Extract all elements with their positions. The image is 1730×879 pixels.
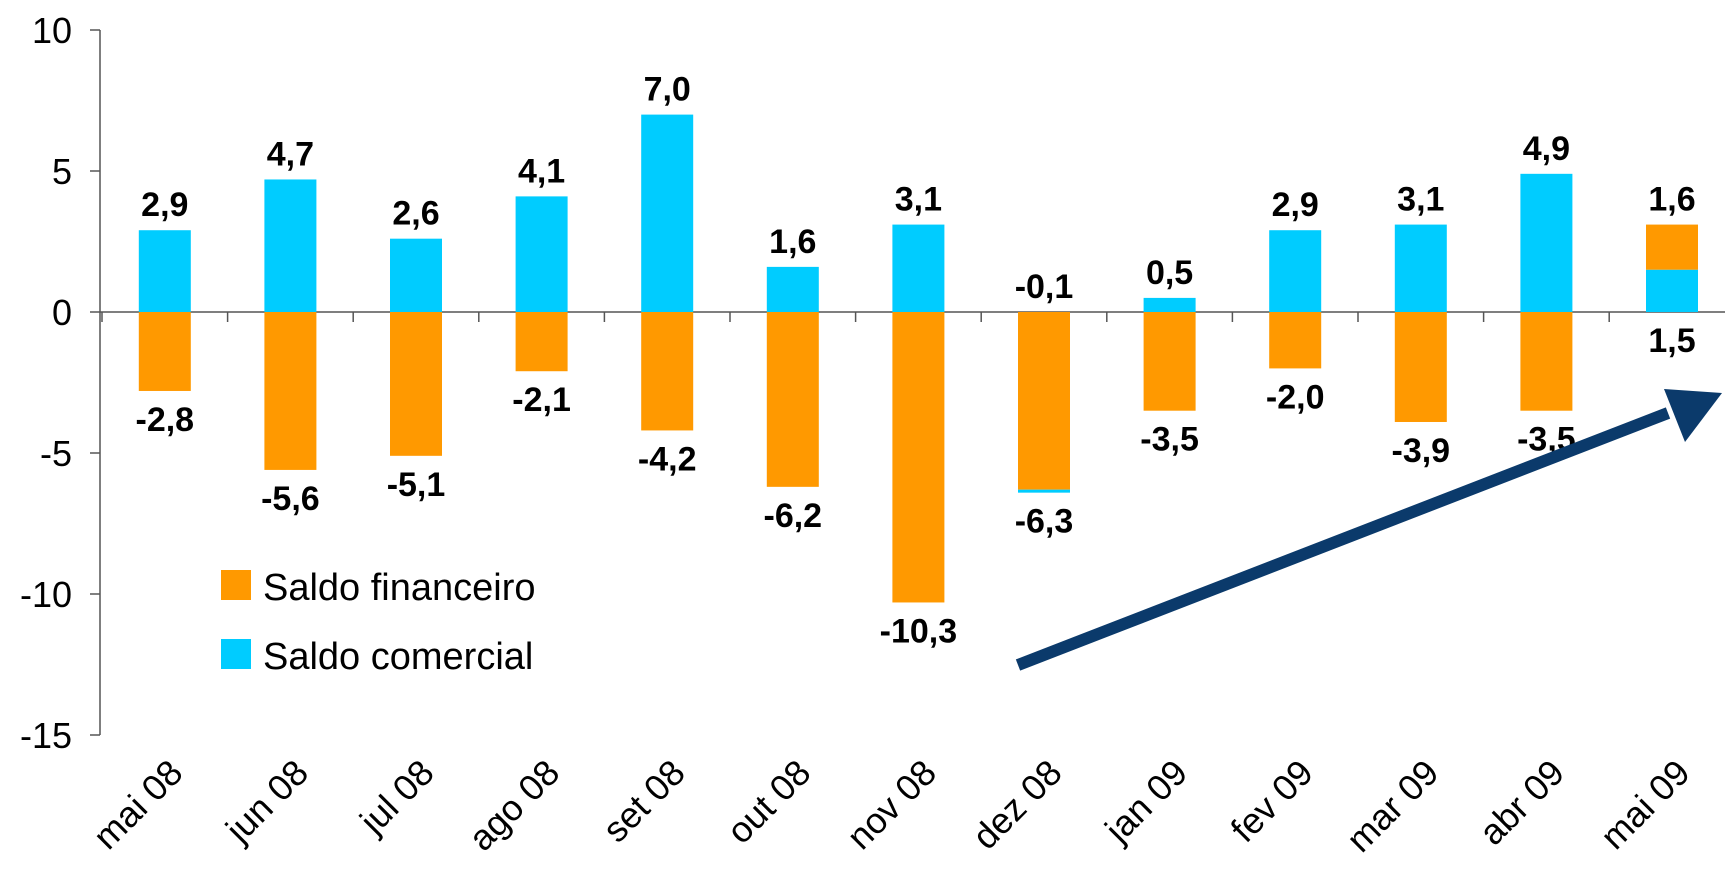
bar-saldo-financeiro <box>892 312 945 603</box>
data-label-saldo-comercial: 4,1 <box>518 152 565 190</box>
bar-saldo-comercial <box>1269 230 1322 312</box>
bar-saldo-comercial <box>264 179 317 312</box>
bar-saldo-financeiro <box>264 312 317 470</box>
data-labels: 2,9 -2,8 4,7 -5,6 2,6 -5,1 4,1 -2,1 7,0 -4,2 1,6 -6… <box>136 71 1696 651</box>
trend-arrow-head <box>1664 389 1722 442</box>
bar-saldo-comercial <box>1520 173 1573 312</box>
data-label-saldo-financeiro: -6,3 <box>1015 502 1074 540</box>
data-label-saldo-comercial: 1,6 <box>769 223 816 261</box>
data-label-saldo-financeiro: -10,3 <box>880 612 958 650</box>
bar-saldo-financeiro <box>390 312 442 456</box>
x-tick-label: mai 09 <box>1592 752 1697 857</box>
trend-arrow-shaft <box>1015 407 1671 671</box>
bar-saldo-financeiro <box>1018 312 1070 490</box>
bar-saldo-comercial <box>138 230 191 312</box>
x-tick-label: ago 08 <box>460 752 567 859</box>
data-label-saldo-financeiro: 1,6 <box>1648 181 1695 219</box>
bar-saldo-comercial <box>1646 269 1698 312</box>
x-tick-label: out 08 <box>719 752 819 852</box>
data-label-saldo-financeiro: -3,9 <box>1392 432 1451 470</box>
x-tick-label: set 08 <box>595 752 693 850</box>
legend-label: Saldo comercial <box>263 636 533 678</box>
x-tick-label: dez 08 <box>964 752 1069 857</box>
data-label-saldo-comercial: -0,1 <box>1015 268 1074 306</box>
trend-arrow <box>1015 389 1722 671</box>
chart-legend: Saldo financeiro Saldo comercial <box>221 567 536 678</box>
data-label-saldo-financeiro: -5,1 <box>387 466 446 504</box>
bar-saldo-comercial <box>1143 297 1196 312</box>
data-label-saldo-financeiro: -4,2 <box>638 440 697 478</box>
x-tick-label: mar 09 <box>1338 752 1446 860</box>
data-label-saldo-financeiro: -6,2 <box>764 497 823 535</box>
bar-saldo-financeiro <box>1269 312 1322 369</box>
x-tick-label: fev 09 <box>1223 752 1321 850</box>
data-label-saldo-comercial: 4,9 <box>1523 130 1570 168</box>
data-label-saldo-comercial: 7,0 <box>644 71 691 109</box>
y-tick-label: -10 <box>20 574 72 615</box>
x-tick-label: jan 09 <box>1096 752 1195 851</box>
bar-saldo-comercial <box>515 196 568 312</box>
data-label-saldo-comercial: 2,9 <box>1272 186 1319 224</box>
data-label-saldo-comercial: 0,5 <box>1146 254 1193 292</box>
bar-saldo-comercial <box>1018 489 1070 493</box>
bar-saldo-financeiro <box>641 312 694 431</box>
bar-saldo-financeiro <box>1143 312 1196 411</box>
legend-label: Saldo financeiro <box>263 567 536 609</box>
data-label-saldo-comercial: 2,6 <box>392 195 439 233</box>
bar-saldo-financeiro <box>766 312 819 487</box>
bar-saldo-comercial <box>390 238 442 312</box>
data-label-saldo-comercial: 1,5 <box>1648 322 1695 360</box>
legend-swatch <box>221 570 251 600</box>
y-tick-label: 10 <box>32 10 72 51</box>
y-tick-label: 0 <box>52 292 72 333</box>
bar-saldo-financeiro <box>138 312 191 391</box>
data-label-saldo-financeiro: -5,6 <box>261 480 320 518</box>
y-tick-label: 5 <box>52 151 72 192</box>
bar-saldo-financeiro <box>515 312 568 372</box>
data-label-saldo-comercial: 4,7 <box>267 135 314 173</box>
data-label-saldo-financeiro: -3,5 <box>1140 421 1199 459</box>
data-label-saldo-comercial: 2,9 <box>141 186 188 224</box>
bar-saldo-financeiro <box>1646 224 1698 270</box>
x-tick-label: abr 09 <box>1471 752 1572 853</box>
x-tick-label: nov 08 <box>839 752 944 857</box>
chart-bars <box>138 114 1698 603</box>
x-tick-label: mai 08 <box>85 752 190 857</box>
data-label-saldo-financeiro: -2,1 <box>512 381 571 419</box>
bar-saldo-comercial <box>641 114 694 312</box>
y-tick-label: -15 <box>20 715 72 756</box>
bar-saldo-financeiro <box>1394 312 1447 422</box>
bar-saldo-financeiro <box>1520 312 1573 411</box>
x-tick-label: jul 08 <box>351 752 442 843</box>
data-label-saldo-comercial: 3,1 <box>895 181 942 219</box>
data-label-saldo-comercial: 3,1 <box>1397 181 1444 219</box>
data-label-saldo-financeiro: -2,8 <box>136 401 195 439</box>
bar-saldo-comercial <box>766 266 819 312</box>
y-tick-label: -5 <box>40 433 72 474</box>
x-tick-label: jun 08 <box>217 752 316 851</box>
data-label-saldo-financeiro: -2,0 <box>1266 378 1325 416</box>
legend-swatch <box>221 639 251 669</box>
bar-saldo-comercial <box>1394 224 1447 312</box>
bar-saldo-comercial <box>892 224 945 312</box>
